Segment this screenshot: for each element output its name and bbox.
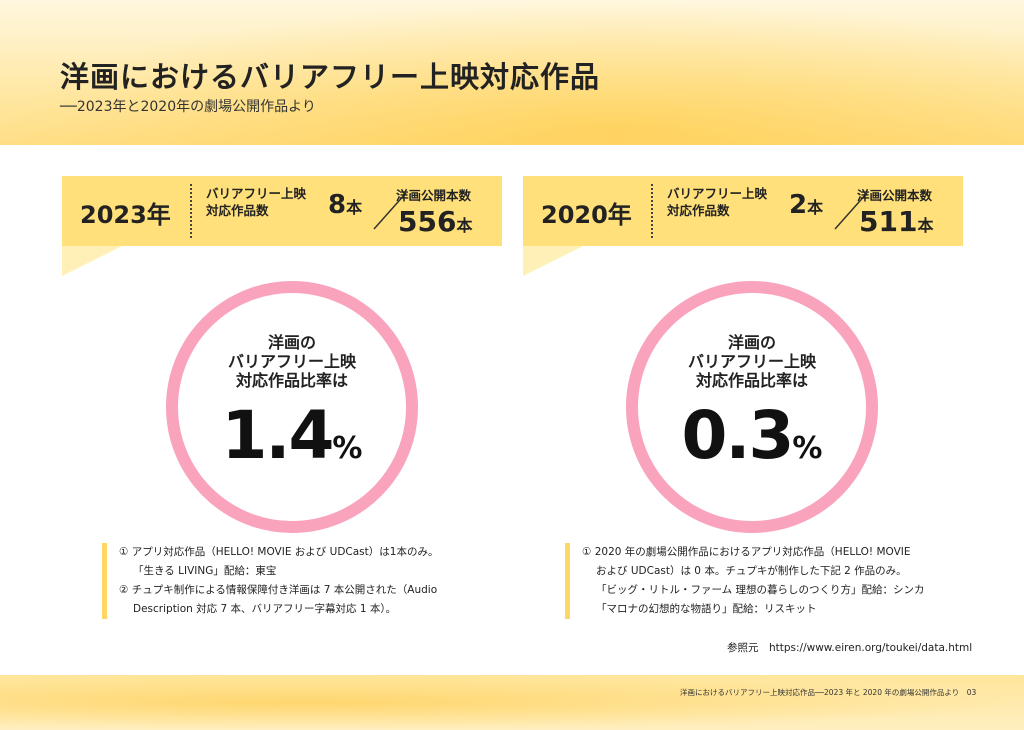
banner-tab — [523, 246, 583, 276]
footer-background — [0, 675, 1024, 730]
note-line: ② チュプキ制作による情報保障付き洋画は 7 本公開された（Audio — [119, 584, 438, 596]
note-line: 「マロナの幻想的な物語り」配給：リスキット — [596, 603, 817, 615]
ratio-value: 1.4% — [221, 397, 363, 474]
barrier-free-count-label: バリアフリー上映 対応作品数 — [667, 186, 768, 218]
ratio-circle-2023: 洋画の バリアフリー上映 対応作品比率は 1.4% — [166, 281, 418, 533]
note-line: 「生きる LIVING」配給：東宝 — [133, 565, 277, 577]
slash-separator — [373, 192, 407, 230]
note-line: ① 2020 年の劇場公開作品におけるアプリ対応作品（HELLO! MOVIE — [582, 546, 911, 558]
note-line: および UDCast）は 0 本。チュプキが制作した下記 2 作品のみ。 — [596, 565, 907, 577]
notes-2023: ① アプリ対応作品（HELLO! MOVIE および UDCast）は1本のみ。… — [102, 543, 499, 619]
notes-2020: ① 2020 年の劇場公開作品におけるアプリ対応作品（HELLO! MOVIE … — [565, 543, 962, 619]
footer-caption: 洋画におけるバリアフリー上映対応作品──2023 年と 2020 年の劇場公開作… — [680, 688, 977, 697]
barrier-free-count-label: バリアフリー上映 対応作品数 — [206, 186, 307, 218]
page-title: 洋画におけるバリアフリー上映対応作品 — [60, 60, 601, 94]
ratio-circle-2020: 洋画の バリアフリー上映 対応作品比率は 0.3% — [626, 281, 878, 533]
ratio-caption: 洋画の バリアフリー上映 対応作品比率は — [227, 333, 356, 390]
dotted-divider — [190, 184, 192, 238]
header-background — [0, 0, 1024, 145]
slash-separator — [834, 192, 868, 230]
note-line: Description 対応 7 本、バリアフリー字幕対応 1 本）。 — [133, 603, 397, 615]
total-releases-label: 洋画公開本数 — [857, 188, 933, 203]
year-label: 2023年 — [80, 201, 171, 229]
note-line: 「ビッグ・リトル・ファーム 理想の暮らしのつくり方」配給：シンカ — [596, 584, 925, 596]
stats-banner-2020: 2020年 バリアフリー上映 対応作品数 2本 洋画公開本数 511本 — [523, 176, 963, 246]
stats-banner-2023: 2023年 バリアフリー上映 対応作品数 8本 洋画公開本数 556本 — [62, 176, 502, 246]
banner-tab — [62, 246, 122, 276]
total-releases-label: 洋画公開本数 — [396, 188, 472, 203]
total-releases: 511本 — [859, 205, 934, 238]
year-label: 2020年 — [541, 201, 632, 229]
note-line: ① アプリ対応作品（HELLO! MOVIE および UDCast）は1本のみ。 — [119, 546, 439, 558]
dotted-divider — [651, 184, 653, 238]
page-subtitle: ──2023年と2020年の劇場公開作品より — [60, 99, 316, 115]
ratio-caption: 洋画の バリアフリー上映 対応作品比率は — [687, 333, 816, 390]
barrier-free-count: 2本 — [789, 190, 824, 220]
barrier-free-count: 8本 — [328, 190, 363, 220]
reference-link[interactable]: 参照元 https://www.eiren.org/toukei/data.ht… — [727, 642, 973, 654]
ratio-value: 0.3% — [681, 397, 823, 474]
total-releases: 556本 — [398, 205, 473, 238]
